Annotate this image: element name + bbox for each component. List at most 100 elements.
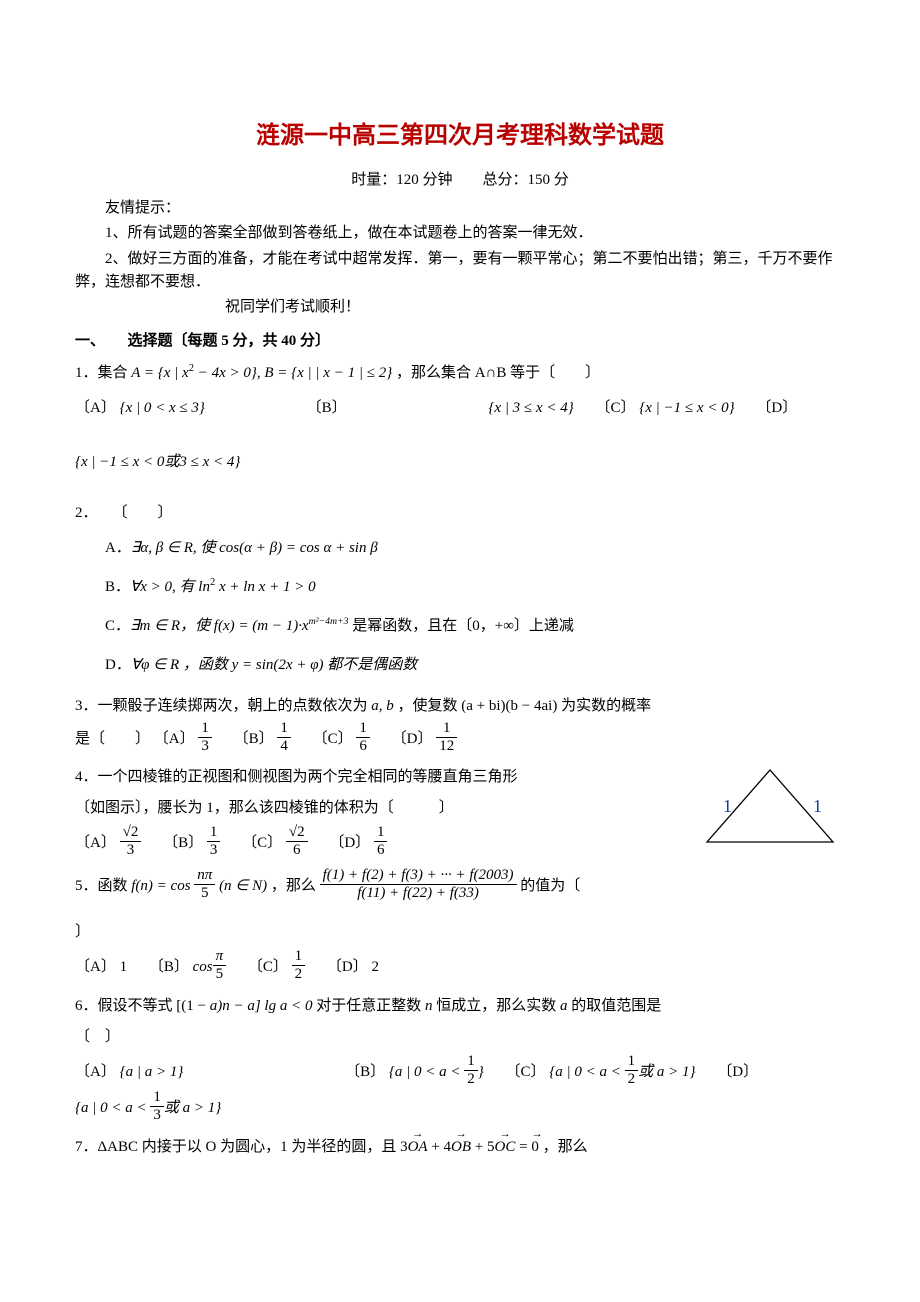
- q6-opt-d-label-wrap: 〔D〕: [717, 1056, 758, 1089]
- q6-stem-post2: 的取值范围是: [567, 998, 661, 1014]
- q3-opt-c: 〔C〕 16: [313, 723, 370, 756]
- q4-opt-a: 〔A〕 √23: [75, 827, 141, 860]
- q6-opt-d-post: 或 a > 1}: [164, 1100, 221, 1116]
- hint-1: 1、所有试题的答案全部做到答卷纸上，做在本试题卷上的答案一律无效．: [75, 222, 845, 245]
- q6-opt-b-d: 2: [464, 1071, 478, 1087]
- q6-opt-c-d: 2: [625, 1071, 639, 1087]
- q4-opt-b: 〔B〕 13: [163, 827, 220, 860]
- q6-opt-c-pre: {a | 0 < a <: [549, 1064, 624, 1080]
- q5-options: 〔A〕 1 〔B〕 cosπ5 〔C〕 12 〔D〕 2: [75, 949, 845, 985]
- q6-stem-post: 恒成立，那么实数: [432, 998, 560, 1014]
- q2-opt-c-pre: ∃m ∈ R，使 f(x) = (m − 1)·x: [130, 618, 309, 634]
- q2-stem: 2． 〔 〕: [75, 498, 845, 530]
- q3-opt-d-n: 1: [436, 721, 457, 738]
- q2-opt-b: B．∀x > 0, 有 ln2 x + ln x + 1 > 0: [105, 568, 845, 607]
- hint-2: 2、做好三方面的准备，才能在考试中超常发挥．第一，要有一颗平常心；第二不要怕出错…: [75, 248, 845, 295]
- q3-opt-b-n: 1: [277, 721, 291, 738]
- q3-line2: 是〔 〕 〔A〕 13 〔B〕 14 〔C〕 16 〔D〕 112: [75, 723, 845, 756]
- q1-options: 〔A〕 {x | 0 < x ≤ 3} 〔B〕 {x | 3 ≤ x < 4} …: [75, 390, 845, 426]
- q6-opt-d-label: 〔D〕: [717, 1064, 758, 1080]
- q1-opt-c: 〔C〕 {x | −1 ≤ x < 0}: [595, 392, 734, 425]
- q2-opt-c-post: 是幂函数，且在〔0，+∞〕上递减: [349, 618, 574, 634]
- q1-stem-suffix: ，那么集合 A∩B 等于〔 〕: [396, 365, 600, 381]
- q2-opt-c-label: C．: [105, 618, 130, 634]
- q6-opt-d-n: 1: [150, 1090, 164, 1107]
- q5-close: 〕: [75, 917, 845, 949]
- q3-opt-d-label: 〔D〕: [392, 731, 433, 747]
- q2-opt-c-exp: m²−4m+3: [309, 616, 349, 627]
- q4-figure: 1 1: [695, 762, 845, 865]
- q3-opt-c-n: 1: [356, 721, 370, 738]
- q3-opt-a-label: 〔A〕: [154, 731, 195, 747]
- q5-opt-c-d: 2: [292, 966, 306, 982]
- q7-stem-post: ，那么: [539, 1139, 588, 1155]
- q4-opt-d-n: 1: [374, 825, 388, 842]
- question-4: 1 1 4．一个四棱锥的正视图和侧视图为两个完全相同的等腰直角三角形 〔如图示〕…: [75, 762, 845, 865]
- q6-opt-b-n: 1: [464, 1054, 478, 1071]
- q1-opt-b: 〔B〕: [307, 392, 347, 425]
- hint-header: 友情提示：: [75, 197, 845, 220]
- q2-opt-d: D．∀φ ∈ R ，函数 y = sin(2x + φ) 都不是偶函数: [105, 646, 845, 685]
- q3-opt-c-label: 〔C〕: [313, 731, 353, 747]
- q1-setA-right: − 4x > 0}, B = {x | | x − 1 | ≤ 2}: [194, 365, 392, 381]
- q3-opt-d-d: 12: [436, 738, 457, 754]
- q5-opt-a: 〔A〕 1: [75, 951, 127, 984]
- q1-opt-d-label-wrap: 〔D〕: [756, 392, 797, 425]
- q1-opt-b-text: {x | 3 ≤ x < 4}: [488, 400, 573, 416]
- q1-opt-b-label: 〔B〕: [307, 400, 347, 416]
- q2-opt-b-pre: ∀x > 0, 有 ln: [130, 579, 210, 595]
- q2-options: A．∃α, β ∈ R, 使 cos(α + β) = cos α + sin …: [105, 529, 845, 685]
- q5-big-n: f(1) + f(2) + f(3) + ··· + f(2003): [320, 868, 517, 885]
- q6-opt-c: 〔C〕 {a | 0 < a < 12或 a > 1}: [505, 1056, 695, 1089]
- q6-opt-c-n: 1: [625, 1054, 639, 1071]
- q7-vec-oa: OA: [408, 1132, 428, 1164]
- triangle-diagram: 1 1: [695, 762, 845, 852]
- q5-stem-mid: ，那么: [271, 878, 320, 894]
- q5-opt-d-text: 2: [371, 959, 379, 975]
- triangle-label-right: 1: [813, 796, 822, 816]
- q5-opt-b-d: 5: [213, 966, 227, 982]
- q4-opt-a-label: 〔A〕: [75, 835, 116, 851]
- q6-opt-c-label: 〔C〕: [505, 1064, 545, 1080]
- triangle-label-left: 1: [723, 796, 732, 816]
- q6-opt-d-row: {a | 0 < a < 13或 a > 1}: [75, 1090, 845, 1126]
- q5-opt-b-pre: cos: [193, 959, 213, 975]
- q3-stem-mid: a, b: [371, 698, 394, 714]
- q6-opt-a-label: 〔A〕: [75, 1064, 116, 1080]
- q1-opt-d-text: {x | −1 ≤ x < 0或3 ≤ x < 4}: [75, 454, 240, 470]
- q2-opt-b-post: x + ln x + 1 > 0: [215, 579, 315, 595]
- q3-opt-a-d: 3: [198, 738, 212, 754]
- q3-stem-line2: 是〔 〕: [75, 731, 150, 747]
- q7-plus1: + 4: [428, 1139, 451, 1155]
- q2-opt-a: A．∃α, β ∈ R, 使 cos(α + β) = cos α + sin …: [105, 529, 845, 568]
- q6-opt-a-text: {a | a > 1}: [120, 1064, 184, 1080]
- q1-opt-a: 〔A〕 {x | 0 < x ≤ 3}: [75, 392, 205, 425]
- q3-opt-b-d: 4: [277, 738, 291, 754]
- q1-stem-prefix: 1．集合: [75, 365, 131, 381]
- q5-dom: (n ∈ N): [219, 878, 267, 894]
- q4-opt-a-n: √2: [120, 825, 142, 842]
- q3-opt-c-d: 6: [356, 738, 370, 754]
- q2-opt-a-label: A．: [105, 540, 131, 556]
- q6-options: 〔A〕 {a | a > 1} 〔B〕 {a | 0 < a < 12} 〔C〕…: [75, 1054, 845, 1090]
- exam-page: 涟源一中高三第四次月考理科数学试题 时量：120 分钟 总分：150 分 友情提…: [0, 0, 920, 1209]
- q5-stem-pre: 5．函数: [75, 878, 131, 894]
- q6-stem-mid: 对于任意正整数: [312, 998, 425, 1014]
- q2-opt-b-label: B．: [105, 579, 130, 595]
- q6-stem-pre: 6．假设不等式 [(1 −: [75, 998, 210, 1014]
- q3-opt-a-n: 1: [198, 721, 212, 738]
- question-2: 2． 〔 〕 A．∃α, β ∈ R, 使 cos(α + β) = cos α…: [75, 498, 845, 686]
- q6-opt-d-pre: {a | 0 < a <: [75, 1100, 150, 1116]
- q3-stem-pre: 3．一颗骰子连续掷两次，朝上的点数依次为: [75, 698, 371, 714]
- q5-opt-b-label: 〔B〕: [149, 959, 189, 975]
- question-1: 1．集合 A = {x | x2 − 4x > 0}, B = {x | | x…: [75, 358, 845, 480]
- q5-big-d: f(11) + f(22) + f(33): [320, 885, 517, 901]
- q1-opt-a-label: 〔A〕: [75, 400, 116, 416]
- q4-opt-c-n: √2: [286, 825, 308, 842]
- q6-opt-b: 〔B〕 {a | 0 < a < 12}: [345, 1056, 484, 1089]
- q7-eq: =: [515, 1139, 531, 1155]
- q5-opt-a-label: 〔A〕: [75, 959, 116, 975]
- q6-opt-a: 〔A〕 {a | a > 1}: [75, 1056, 183, 1089]
- q5-opt-c: 〔C〕 12: [248, 951, 305, 984]
- q3-opt-b: 〔B〕 14: [234, 723, 291, 756]
